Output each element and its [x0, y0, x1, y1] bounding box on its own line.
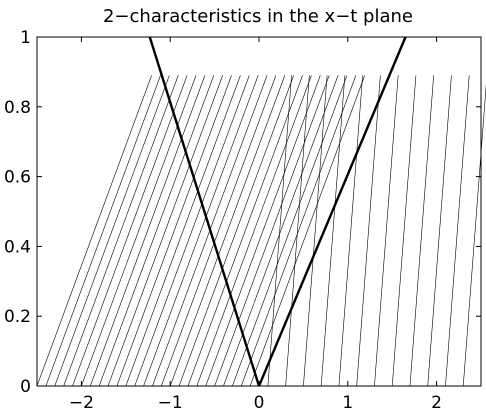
left-characteristic-line	[36, 75, 152, 387]
right-characteristic-line	[356, 75, 381, 387]
left-characteristic-line	[89, 75, 206, 387]
right-characteristic-line	[303, 75, 328, 387]
left-characteristic-line	[116, 75, 232, 387]
ticks	[37, 36, 481, 387]
y-tick-label: 0.6	[4, 168, 31, 188]
left-characteristic-line	[249, 75, 365, 387]
right-characteristic-line	[391, 75, 417, 387]
x-tick-label: 0	[254, 393, 265, 413]
x-tick-label: 2	[431, 393, 442, 413]
y-tick-label: 0	[20, 377, 31, 397]
left-characteristic-line	[134, 75, 250, 387]
left-characteristic-line	[98, 75, 215, 387]
boundary-lines	[148, 36, 407, 387]
left-characteristic-line	[125, 75, 241, 387]
left-characteristic-line	[178, 75, 294, 387]
left-characteristic-line	[143, 75, 259, 387]
right-characteristic-line	[409, 75, 434, 387]
right-characteristic-line	[462, 83, 486, 387]
left-characteristic-line	[72, 75, 188, 387]
left-characteristic-line	[107, 75, 223, 387]
left-characteristic-line	[45, 75, 161, 387]
axes-box	[36, 36, 482, 387]
x-tick-label: −2	[69, 393, 94, 413]
left-characteristic-line	[205, 75, 321, 387]
left-characteristic-line	[232, 75, 348, 387]
left-characteristic-line	[187, 75, 303, 387]
x-tick-label: −1	[158, 393, 183, 413]
left-characteristic-line	[214, 75, 330, 387]
tick-labels: −2 −1 0 1 2 0 0.2 0.4 0.6 0.8 1	[4, 28, 442, 413]
left-characteristic-line	[240, 75, 357, 387]
boundary-line	[148, 36, 261, 387]
left-characteristic-line	[196, 75, 312, 387]
y-tick-label: 0.2	[4, 307, 31, 327]
left-characteristic-line	[169, 75, 286, 387]
right-characteristic-line	[320, 75, 346, 387]
left-characteristic-line	[63, 75, 179, 387]
right-characteristic-line	[427, 75, 452, 387]
y-tick-label: 1	[20, 28, 31, 48]
boundary-line	[257, 36, 407, 387]
right-characteristic-line	[445, 75, 470, 387]
right-characteristic-line	[374, 75, 399, 387]
x-tick-label: 1	[342, 393, 353, 413]
y-tick-label: 0.8	[4, 98, 31, 118]
chart-title: 2−characteristics in the x−t plane	[103, 6, 413, 27]
left-characteristic-line	[54, 75, 170, 387]
right-characteristic-line	[267, 75, 292, 387]
right-characteristic-line	[285, 75, 310, 387]
plot-lines	[36, 75, 486, 387]
right-characteristic-line	[338, 75, 363, 387]
y-tick-label: 0.4	[4, 237, 31, 257]
left-characteristic-line	[161, 75, 277, 387]
